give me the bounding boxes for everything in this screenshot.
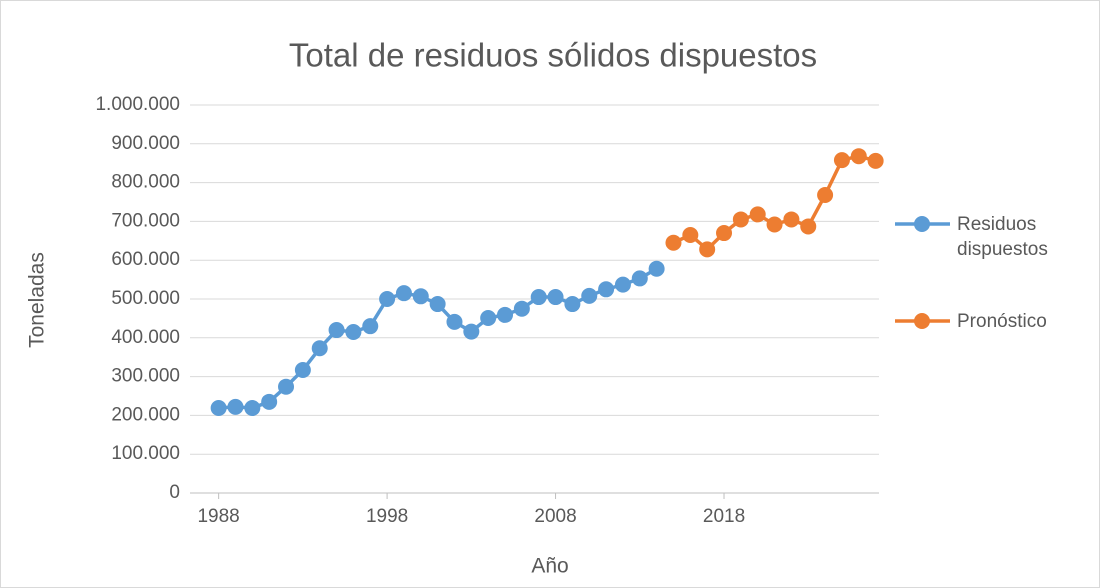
data-point (598, 281, 615, 298)
data-point (480, 310, 497, 327)
x-axis-title: Año (531, 555, 568, 578)
y-tick-label: 300.000 (111, 366, 180, 387)
data-point (412, 288, 429, 305)
data-point (665, 234, 682, 251)
data-point (682, 226, 699, 243)
data-point (244, 400, 261, 417)
data-point (345, 323, 362, 340)
data-point (614, 276, 631, 293)
x-tick-label: 1998 (366, 506, 408, 527)
x-tick-label: 1988 (197, 506, 239, 527)
data-point (817, 187, 834, 204)
y-tick-label: 900.000 (111, 133, 180, 154)
data-point (278, 378, 295, 395)
y-tick-label: 1.000.000 (95, 94, 180, 115)
data-point (581, 287, 598, 304)
x-tick-label: 2018 (703, 506, 745, 527)
y-tick-label: 200.000 (111, 404, 180, 425)
y-tick-label: 100.000 (111, 443, 180, 464)
data-point (564, 296, 581, 313)
legend-marker (914, 313, 930, 329)
data-point (379, 291, 396, 307)
data-point (766, 216, 783, 233)
data-point (648, 260, 665, 277)
y-tick-label: 500.000 (111, 288, 180, 309)
data-point (716, 225, 733, 242)
data-point (732, 211, 749, 228)
data-point (800, 218, 817, 235)
data-point (429, 296, 446, 313)
legend-label: Residuos dispuestos (957, 214, 1048, 260)
data-point (497, 306, 514, 323)
data-point (395, 285, 412, 302)
data-point (749, 206, 766, 223)
data-point (311, 340, 328, 357)
data-point (850, 148, 867, 165)
data-point (631, 270, 648, 287)
data-point (833, 152, 850, 169)
data-point (547, 289, 564, 306)
y-tick-label: 600.000 (111, 249, 180, 270)
data-point (294, 362, 311, 379)
data-point (867, 152, 884, 169)
data-point (446, 313, 463, 330)
y-tick-label: 800.000 (111, 172, 180, 193)
data-point (328, 322, 345, 339)
data-point (210, 400, 227, 417)
chart-title: Total de residuos sólidos dispuestos (289, 37, 817, 74)
legend-marker (914, 216, 930, 232)
data-point (261, 393, 278, 410)
data-point (513, 300, 530, 317)
y-axis-title: Toneladas (26, 252, 49, 348)
data-point (783, 211, 800, 228)
data-point (530, 289, 547, 306)
data-point (227, 398, 244, 415)
y-tick-label: 700.000 (111, 210, 180, 231)
legend-label: Pronóstico (957, 311, 1047, 332)
data-point (463, 323, 480, 340)
data-point (699, 241, 716, 258)
data-point (362, 318, 379, 335)
y-tick-label: 0 (169, 482, 180, 503)
y-tick-label: 400.000 (111, 327, 180, 348)
x-tick-label: 2008 (534, 506, 576, 527)
